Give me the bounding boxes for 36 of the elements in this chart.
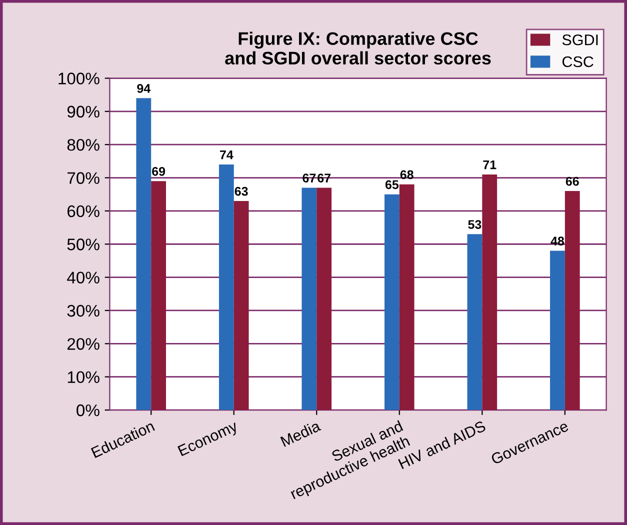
data-label: 71 (483, 160, 496, 170)
y-tick-label: 100% (58, 72, 100, 84)
y-tick-label: 10% (68, 371, 100, 384)
bar (316, 188, 332, 410)
y-tick-label: 80% (67, 138, 100, 151)
y-tick-label: 30% (67, 304, 100, 317)
bar (467, 234, 482, 410)
data-label: 66 (566, 176, 579, 186)
y-tick-label: 90% (67, 106, 100, 118)
bar (564, 191, 580, 410)
data-label: 69 (152, 166, 166, 176)
bar (151, 181, 166, 410)
bar (302, 188, 317, 410)
y-tick-label: 70% (68, 172, 100, 184)
bar (482, 174, 498, 410)
y-tick-label: 20% (67, 338, 100, 350)
data-label: 53 (468, 220, 482, 229)
legend-label: SGDI (562, 34, 598, 46)
data-label: 48 (550, 236, 564, 246)
chart-title: Figure IX: Comparative CSC and SGDI overall sector scores (225, 32, 491, 65)
bar (550, 250, 565, 410)
bar (399, 184, 414, 410)
y-tick-label: 50% (67, 238, 100, 250)
data-label: 65 (385, 180, 399, 190)
data-label: 63 (234, 186, 248, 196)
data-label: 74 (220, 150, 234, 160)
y-tick-label: 60% (67, 205, 100, 218)
data-label: 94 (137, 84, 151, 93)
legend-label: CSC (562, 56, 594, 68)
y-tick-label: 40% (67, 272, 100, 284)
bar (136, 98, 152, 410)
bar (218, 164, 234, 410)
y-tick-label: 0% (76, 404, 100, 416)
bar (234, 200, 249, 410)
x-tick-label: Media (280, 420, 322, 447)
bar (384, 194, 400, 410)
